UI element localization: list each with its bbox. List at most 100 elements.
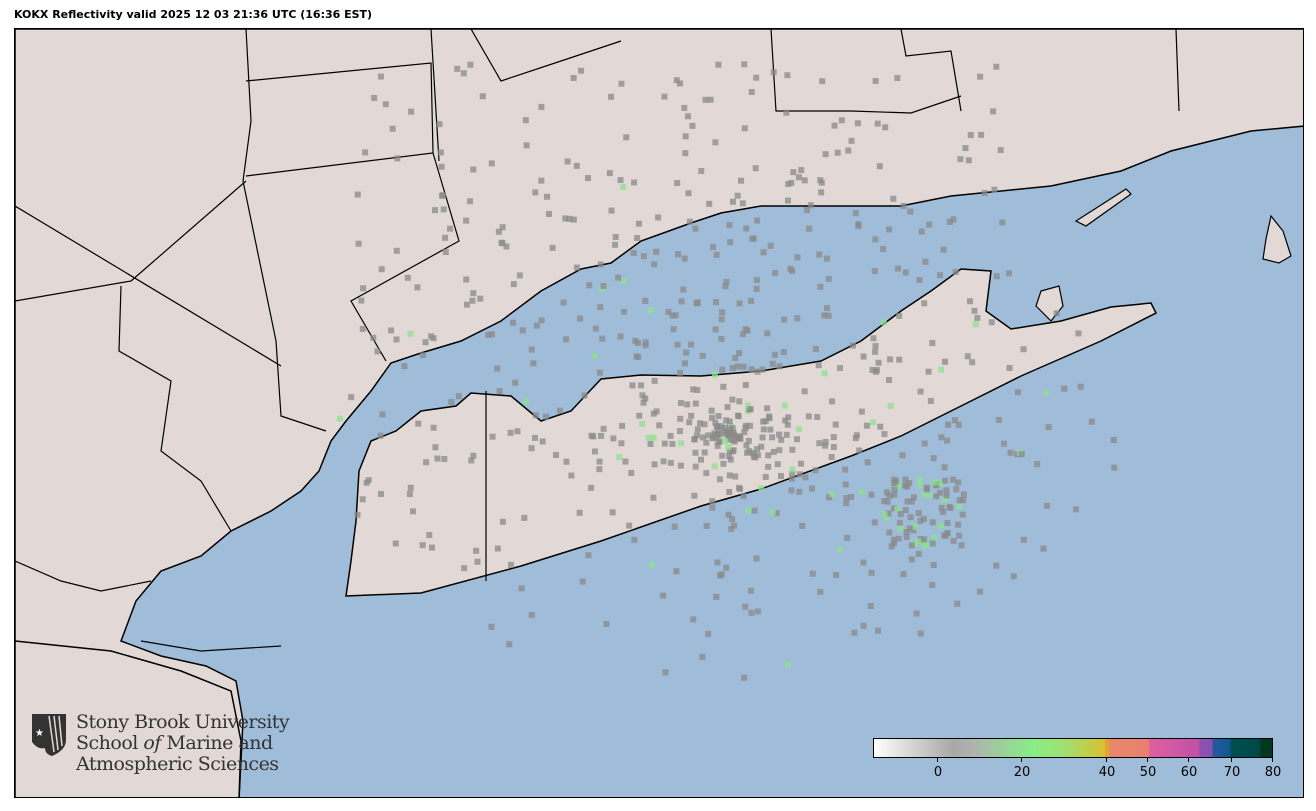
echo-pixel [688, 341, 695, 348]
echo-pixel [858, 489, 865, 496]
echo-pixel [711, 371, 718, 378]
echo-pixel [538, 103, 545, 110]
echo-pixel [596, 458, 603, 465]
echo-pixel [885, 377, 892, 384]
echo-pixel [592, 325, 599, 332]
echo-pixel [742, 603, 749, 610]
logo-line-3: Atmospheric Sciences [76, 753, 279, 775]
colorbar-tick-label: 0 [933, 765, 943, 780]
echo-pixel [434, 455, 441, 462]
echo-pixel [336, 415, 343, 422]
echo-pixel [906, 525, 913, 532]
echo-pixel [816, 440, 823, 447]
echo-pixel [754, 217, 761, 224]
echo-pixel [740, 363, 747, 370]
echo-pixel [890, 505, 897, 512]
radar-map[interactable] [14, 28, 1304, 798]
echo-pixel [785, 181, 792, 188]
echo-pixel [837, 546, 844, 553]
echo-pixel [884, 498, 891, 505]
echo-pixel [741, 61, 748, 68]
echo-pixel [738, 177, 745, 184]
echo-pixel [860, 559, 867, 566]
echo-pixel [430, 335, 437, 342]
echo-pixel [485, 331, 492, 338]
echo-pixel [765, 452, 772, 459]
echo-pixel [887, 356, 894, 363]
echo-pixel [891, 486, 898, 493]
echo-pixel [903, 528, 910, 535]
echo-pixel [801, 388, 808, 395]
echo-pixel [488, 331, 495, 338]
echo-pixel [997, 147, 1004, 154]
echo-pixel [584, 174, 591, 181]
echo-pixel [915, 538, 922, 545]
echo-pixel [382, 101, 389, 108]
echo-pixel [729, 198, 736, 205]
echo-pixel [473, 547, 480, 554]
echo-pixel [759, 434, 766, 441]
echo-pixel [842, 481, 849, 488]
echo-pixel [745, 402, 752, 409]
echo-pixel [692, 463, 699, 470]
echo-pixel [929, 340, 936, 347]
echo-pixel [394, 155, 401, 162]
echo-pixel [600, 282, 607, 289]
echo-pixel [956, 503, 963, 510]
echo-pixel [608, 207, 615, 214]
echo-pixel [570, 216, 577, 223]
echo-pixel [723, 430, 730, 437]
echo-pixel [956, 532, 963, 539]
echo-pixel [721, 438, 728, 445]
echo-pixel [642, 339, 649, 346]
echo-pixel [494, 365, 501, 372]
echo-pixel [683, 349, 690, 356]
echo-pixel [828, 454, 835, 461]
echo-pixel [650, 434, 657, 441]
echo-pixel [895, 535, 902, 542]
echo-pixel [944, 437, 951, 444]
echo-pixel [962, 145, 969, 152]
echo-pixel [872, 348, 879, 355]
echo-pixel [934, 481, 941, 488]
echo-pixel [942, 358, 949, 365]
echo-pixel [377, 73, 384, 80]
colorbar-tick [937, 758, 938, 762]
echo-pixel [706, 200, 713, 207]
echo-pixel [653, 408, 660, 415]
echo-pixel [767, 426, 774, 433]
echo-pixel [563, 458, 570, 465]
echo-pixel [783, 109, 790, 116]
echo-pixel [940, 246, 947, 253]
echo-pixel [933, 493, 940, 500]
echo-pixel [896, 356, 903, 363]
echo-pixel [917, 482, 924, 489]
echo-pixel [843, 494, 850, 501]
echo-pixel [943, 487, 950, 494]
colorbar-tick [1231, 758, 1232, 762]
echo-pixel [702, 96, 709, 103]
echo-pixel [629, 382, 636, 389]
echo-pixel [360, 285, 367, 292]
echo-pixel [678, 298, 685, 305]
echo-pixel [831, 122, 838, 129]
echo-pixel [677, 369, 684, 376]
echo-pixel [564, 158, 571, 165]
echo-pixel [577, 315, 584, 322]
fishers-island [1074, 188, 1132, 227]
echo-pixel [692, 449, 699, 456]
echo-pixel [371, 94, 378, 101]
echo-pixel [897, 525, 904, 532]
echo-pixel [660, 458, 667, 465]
echo-pixel [415, 420, 422, 427]
echo-pixel [929, 540, 936, 547]
echo-pixel [993, 63, 1000, 70]
echo-pixel [1010, 573, 1017, 580]
echo-pixel [923, 486, 930, 493]
echo-pixel [870, 419, 877, 426]
echo-pixel [585, 552, 592, 559]
echo-pixel [896, 312, 903, 319]
echo-pixel [378, 266, 385, 273]
echo-pixel [764, 330, 771, 337]
echo-pixel [592, 448, 599, 455]
